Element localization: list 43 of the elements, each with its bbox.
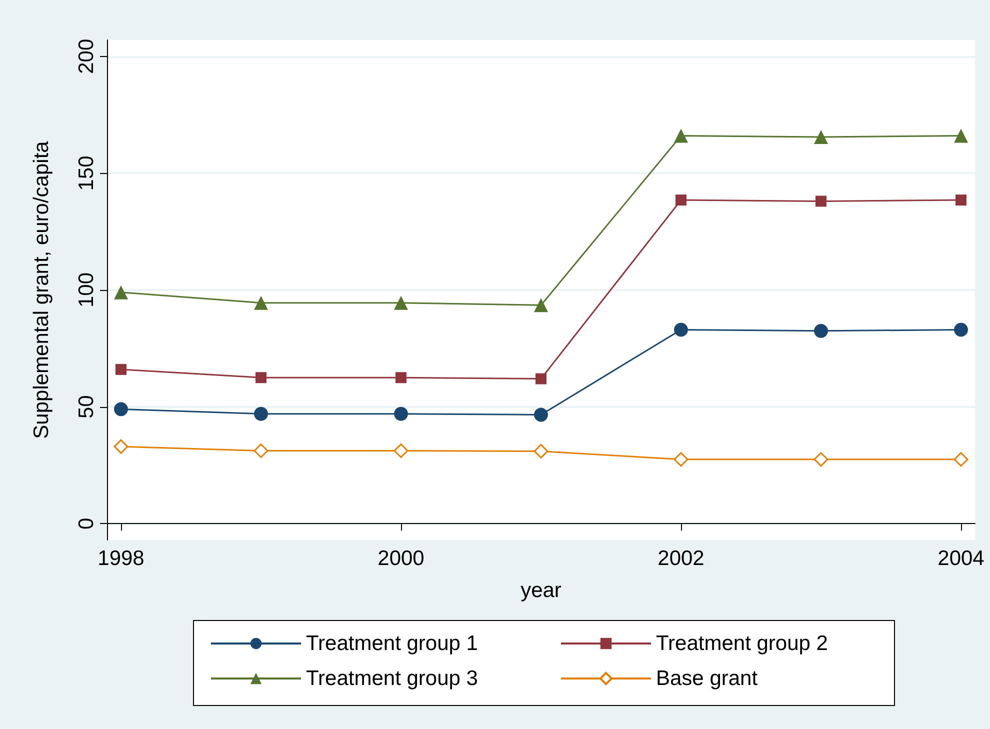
point: [254, 444, 268, 458]
point: [676, 194, 686, 206]
y-tick-label: 150: [75, 156, 98, 191]
point: [114, 285, 128, 300]
point: [954, 322, 968, 337]
point: [396, 372, 406, 384]
legend-label: Treatment group 1: [306, 632, 478, 655]
point: [534, 444, 548, 458]
legend-label: Treatment group 3: [306, 667, 478, 690]
x-axis-title: year: [520, 579, 562, 602]
point: [116, 364, 126, 375]
point: [956, 194, 966, 206]
point: [814, 130, 828, 144]
point: [954, 452, 968, 467]
point: [534, 408, 548, 422]
point: [394, 296, 408, 310]
point: [814, 452, 828, 467]
y-tick-label: 200: [75, 38, 98, 74]
point: [954, 128, 968, 143]
point: [674, 452, 688, 467]
x-tick-label: 2000: [378, 547, 424, 570]
y-tick-label: 100: [75, 272, 98, 308]
y-tick-label: 50: [75, 395, 98, 418]
point: [256, 372, 266, 384]
point: [254, 406, 268, 421]
point: [114, 439, 128, 454]
point: [816, 196, 826, 207]
point: [394, 444, 408, 458]
x-tick-label: 2004: [938, 547, 985, 570]
x-tick-label: 1998: [98, 547, 144, 570]
legend-label: Treatment group 2: [656, 632, 828, 655]
y-axis-title: Supplemental grant, euro/capita: [30, 140, 53, 439]
point: [674, 322, 688, 337]
point: [394, 406, 408, 421]
y-tick-label: 0: [75, 518, 98, 530]
point: [254, 296, 268, 310]
point: [114, 402, 128, 416]
legend-label: Base grant: [656, 667, 758, 690]
point: [814, 324, 828, 338]
point: [534, 298, 548, 312]
point: [536, 373, 546, 384]
point: [674, 128, 688, 143]
x-tick-label: 2002: [658, 547, 704, 570]
